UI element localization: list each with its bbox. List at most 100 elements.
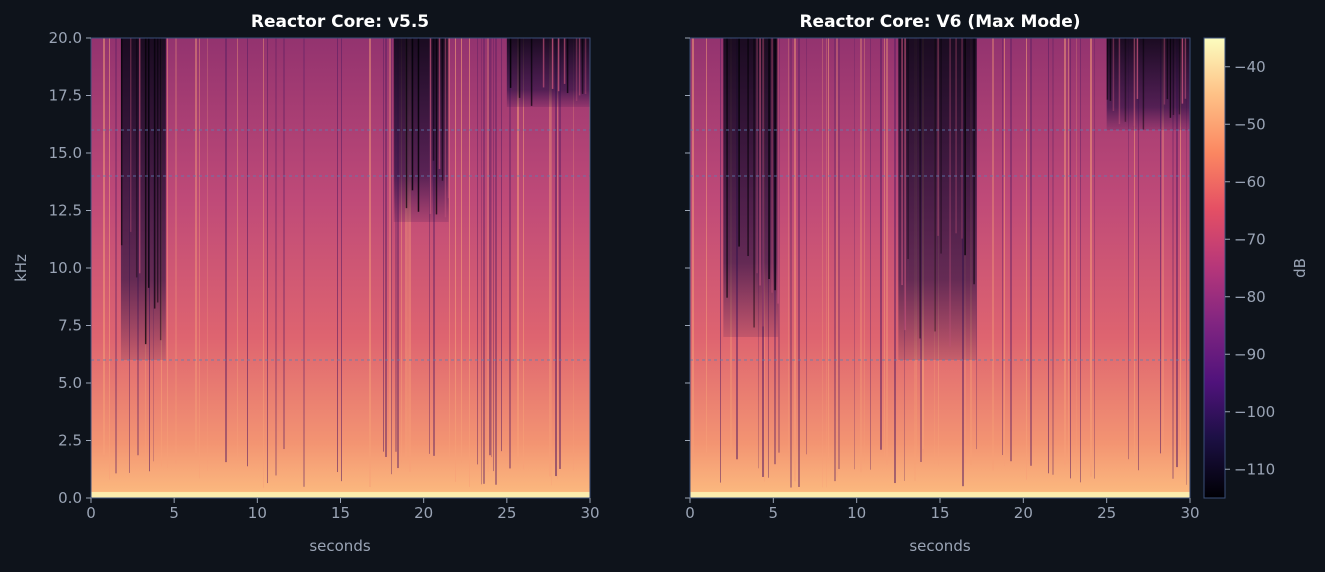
spectrum-stripe [433,38,435,456]
spectrum-stripe [778,38,780,453]
spectrum-stripe [391,38,392,475]
spectrum-stripe [435,38,438,215]
spectrum-stripe [493,38,494,472]
spectrum-stripe [584,38,587,95]
spectrum-stripe [992,38,994,471]
spectrum-stripe [542,38,545,88]
y-axis-ticks: 0.0 2.5 5.0 7.5 10.0 12.5 15.0 17.5 20.0 [49,29,91,507]
x-axis-label: seconds [909,537,970,555]
y-tick-label: 0.0 [58,489,82,507]
spectrum-stripe [1169,38,1172,118]
spectrum-stripe [444,38,447,218]
spectrum-stripe [1010,38,1012,462]
spectrum-stripe [247,38,248,467]
spectrum-stripe [1004,38,1005,466]
spectrum-stripe [973,38,975,285]
spectrum-stripe [144,38,147,345]
x-tick-label: 30 [1180,504,1199,522]
spectrum-stripe [774,38,776,291]
spectrum-stripe [438,38,441,169]
panel-title: Reactor Core: v5.5 [251,12,429,32]
spectrum-stripe [1109,38,1112,101]
spectrum-stripe [237,38,238,461]
colorbar-tick-label: −110 [1234,460,1275,478]
spectrum-stripe [907,38,909,260]
spectrum-stripe [894,38,896,484]
spectrum-stripe [530,38,533,106]
spectrum-stripe [267,38,268,484]
spectrum-stripe [884,38,885,459]
y-tick-label: 5.0 [58,374,82,392]
spectrum-stripe [509,38,511,469]
spectrum-stripe [103,38,105,455]
colorbar-tick-label: −80 [1234,288,1266,306]
spectrum-stripe [747,38,749,257]
spectrum-stripe [836,38,838,478]
spectrum-stripe [1162,38,1164,452]
spectrum-stripe [1138,38,1139,471]
spectrum-stripe [771,38,773,293]
spectrum-stripe [860,38,862,473]
spectrogram-panel-v5-5: Reactor Core: v5.5 0 5 10 15 20 25 30 0.0 2.5 5.… [12,12,600,555]
spectrum-stripe [1142,38,1145,130]
y-tick-label: 2.5 [58,432,82,450]
spectrum-stripe [447,38,450,199]
spectrum-stripe [207,38,208,471]
spectrum-stripe [429,38,430,454]
spectrum-stripe [864,38,865,462]
spectrum-stripe [383,38,384,452]
spectrum-stripe [489,38,491,456]
spectrum-stripe [756,38,758,274]
spectrum-stripe [1106,38,1109,100]
spectrum-stripe [961,38,963,239]
spectrum-stripe [854,38,855,470]
spectrum-stripe [501,38,502,452]
x-tick-label: 25 [1097,504,1116,522]
spectrum-stripe [509,38,512,88]
x-tick-label: 20 [1014,504,1033,522]
spectrum-stripe [405,38,408,209]
spectrum-stripe [409,38,411,472]
low-frequency-band [690,492,1190,498]
spectrum-stripe [1184,38,1187,99]
spectrum-stripe [389,38,391,458]
spectrum-stripe [566,38,569,94]
x-tick-label: 0 [86,504,96,522]
spectrum-stripe [395,38,397,452]
spectrum-stripe [263,38,264,488]
spectrum-stripe [788,38,789,452]
spectrum-stripe [573,38,574,471]
spectrum-stripe [469,38,470,487]
spectrum-stripe [1172,38,1174,479]
spectrum-stripe [1133,38,1136,127]
spectrum-stripe [759,38,761,286]
spectrum-stripe [337,38,338,473]
low-energy-regions [120,38,590,360]
spectrum-stripe [303,38,305,487]
spectrum-stripe [1160,38,1161,454]
spectrum-stripe [826,38,827,488]
spectrum-stripe [1118,38,1121,125]
spectrum-stripe [904,38,906,331]
guide-lines [690,129,1190,361]
colorbar-tick-label: −70 [1234,230,1266,248]
spectrum-stripe [1080,38,1081,483]
spectrum-stripe [822,38,823,488]
spectrum-stripe [1090,38,1092,477]
spectrum-stripe [518,38,521,98]
spectrum-stripe [1070,38,1071,479]
spectrum-stripe [1166,38,1169,100]
spectrum-stripe [559,38,561,469]
low-energy-region [723,38,779,337]
low-energy-region [120,38,166,360]
spectrum-stripe [199,38,200,479]
spectrum-stripe [555,38,557,477]
spectrum-stripe [1052,38,1054,475]
x-tick-label: 0 [685,504,695,522]
x-tick-label: 15 [331,504,350,522]
spectrum-stripe [432,38,435,161]
spectrum-stripe [495,38,497,485]
spectrum-stripe [575,38,578,101]
spectrum-stripe [455,38,456,482]
spectrum-stripe [1178,38,1181,115]
